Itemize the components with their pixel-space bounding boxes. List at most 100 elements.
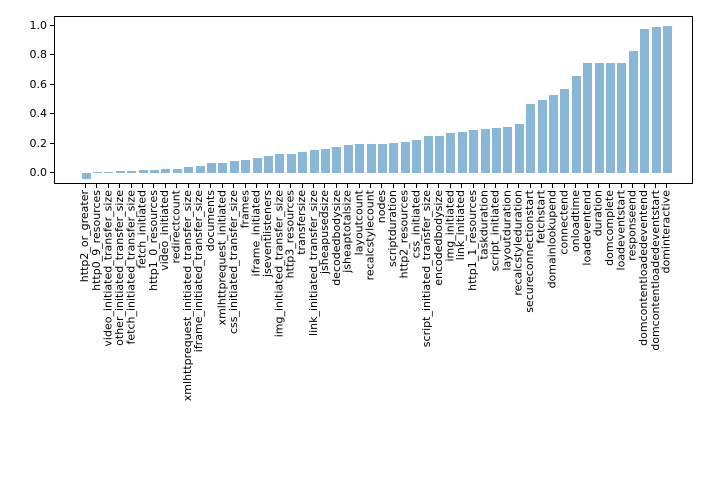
x-tick-redirectcount (176, 184, 178, 188)
x-tick-duration (598, 184, 599, 188)
bar-http0_9_resources (92, 172, 102, 173)
y-tick-label-1.0: 1.0 (29, 19, 48, 32)
x-tick-loadeventstart (620, 184, 622, 188)
bar-jsheaptotalsize (343, 145, 353, 173)
bar-xmlhttprequest_initiated (218, 162, 228, 173)
x-tick-label-text: connectend (557, 190, 571, 255)
bar-loadeventend (583, 62, 593, 173)
x-tick-label-text: domcontentloadedeventend (637, 190, 651, 346)
x-tick-link_initiated_transfer_size (313, 184, 314, 188)
x-tick-jsheapusedsize (324, 184, 326, 188)
bar-css_initiated (412, 139, 422, 173)
plot-area (54, 16, 693, 184)
bar-secureconnectionstart (526, 103, 536, 173)
x-tick-label-text: iframe_initiated (249, 190, 263, 277)
x-tick-http1_0_resources (153, 184, 155, 188)
bar-taskduration (480, 128, 490, 173)
bar-domcontentloadedeventstart (651, 27, 661, 173)
x-tick-jseventlisteners (267, 184, 269, 188)
bar-xmlhttprequest_initiated_transfer_size (184, 167, 194, 173)
y-tick-0.8 (50, 54, 54, 56)
x-tick-domcontentloadedeventstart (655, 184, 656, 188)
x-tick-label-text: redirectcount (169, 190, 183, 264)
bar-jseventlisteners (263, 156, 273, 173)
x-tick-transfersize (301, 184, 303, 188)
x-tick-label-text: onloadtime (568, 190, 582, 253)
bar-http1_0_resources (149, 169, 159, 173)
bar-video_initiated_transfer_size (104, 171, 114, 173)
bar-frames (241, 159, 251, 173)
bar-duration (594, 62, 604, 173)
x-tick-jsheaptotalsize (347, 184, 349, 188)
x-tick-loadeventend (586, 184, 588, 188)
x-tick-http2_or_greater (85, 184, 86, 188)
bar-video_initiated (161, 169, 171, 173)
x-tick-onloadtime (575, 184, 577, 188)
y-tick-1.0 (50, 25, 54, 26)
x-tick-xmlhttprequest_initiated (221, 184, 223, 188)
x-tick-link_initiated (461, 184, 463, 188)
x-tick-encodedbodysize (438, 184, 440, 188)
bar-img_initiated_transfer_size (275, 153, 285, 173)
x-tick-responseend (632, 184, 634, 188)
bar-onloadtime (571, 75, 581, 173)
x-tick-layoutduration (506, 184, 508, 188)
x-tick-label-text: iframe_initiated_transfer_size (192, 190, 206, 353)
x-tick-label-text: other_initiated_transfer_size (112, 190, 126, 346)
bar-decodedbodysize (332, 146, 342, 173)
bar-link_initiated_transfer_size (309, 150, 319, 173)
x-tick-domainlookupend (552, 184, 554, 188)
x-tick-label-text: jsheaptotalsize (340, 190, 354, 273)
x-tick-fetchstart (541, 184, 542, 188)
x-tick-script_initiated (495, 184, 497, 188)
bar-iframe_initiated_transfer_size (195, 166, 205, 173)
x-tick-label-text: css_initiated_transfer_size (226, 190, 240, 335)
bar-domcontentloadedeventend (640, 28, 650, 173)
x-tick-img_initiated (449, 184, 451, 188)
y-tick-0.2 (50, 142, 54, 144)
x-tick-nodes (381, 184, 383, 188)
x-tick-recalcstylecount (370, 184, 371, 188)
x-tick-label-text: secureconnectionstart (523, 190, 537, 313)
bar-http1_1_resources (469, 130, 479, 173)
x-tick-iframe_initiated_transfer_size (199, 184, 200, 188)
x-tick-video_initiated_transfer_size (107, 184, 109, 188)
x-tick-domcomplete (609, 184, 611, 188)
x-tick-css_initiated (415, 184, 417, 188)
x-tick-label-text: video_initiated_transfer_size (101, 190, 115, 347)
y-tick-label-0.8: 0.8 (29, 48, 48, 62)
x-tick-label-text: http2_resources (397, 190, 411, 279)
x-tick-label-text: frames (238, 190, 252, 229)
x-tick-label-text: decodedbodysize (329, 190, 343, 286)
y-tick-0.0 (50, 172, 54, 173)
bar-other_initiated_transfer_size (115, 170, 125, 173)
bar-loadeventstart (617, 62, 627, 173)
bar-layoutduration (503, 126, 513, 173)
x-tick-label-text: documents (203, 190, 217, 252)
bar-script_initiated_transfer_size (423, 136, 433, 173)
y-tick-label-0.2: 0.2 (29, 136, 48, 150)
x-tick-decodedbodysize (335, 184, 337, 188)
x-tick-label-text: jseventlisteners (260, 190, 274, 278)
x-tick-other_initiated_transfer_size (119, 184, 121, 188)
x-tick-label-text: encodedbodysize (431, 190, 445, 286)
x-tick-script_initiated_transfer_size (427, 184, 428, 188)
bar-iframe_initiated (252, 157, 262, 173)
bar-dominteractive (662, 26, 672, 173)
x-tick-label-text: recalcstylecount (363, 190, 377, 281)
bar-fetch_initiated_transfer_size (127, 170, 137, 173)
bar-jsheapusedsize (320, 148, 330, 173)
x-tick-label-text: fetch_initiated_transfer_size (124, 190, 138, 345)
x-tick-documents (210, 184, 212, 188)
bar-connectend (560, 89, 570, 173)
bar-domainlookupend (548, 95, 558, 173)
x-tick-recalcstyleduration (518, 184, 520, 188)
bar-css_initiated_transfer_size (229, 160, 239, 173)
bar-recalcstyleduration (514, 124, 524, 173)
y-tick-label-0.4: 0.4 (29, 107, 48, 121)
bar-layoutcount (355, 144, 365, 173)
y-tick-0.6 (50, 83, 54, 85)
x-tick-label-text: transfersize (295, 190, 309, 255)
y-tick-0.4 (50, 113, 54, 115)
